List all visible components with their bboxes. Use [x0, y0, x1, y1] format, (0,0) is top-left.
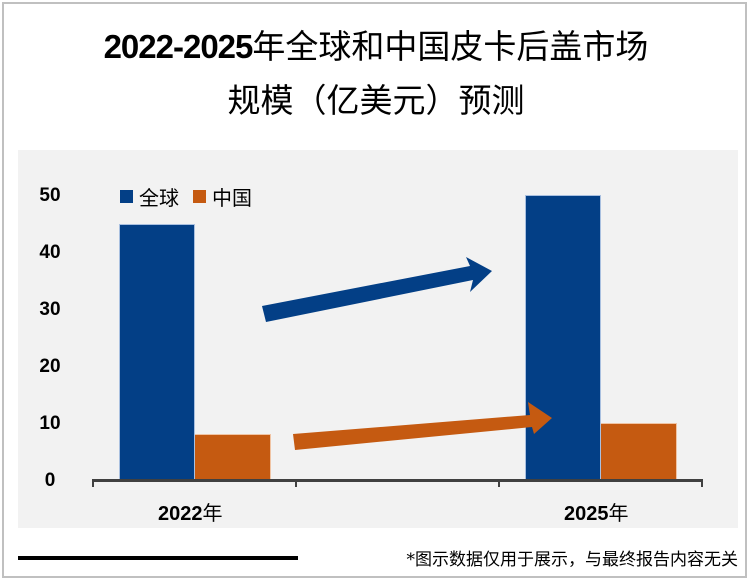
x-axis-tick — [498, 479, 500, 487]
global-growth-arrow-icon — [262, 257, 492, 322]
chart-title-line-1: 2022-2025年全球和中国皮卡后盖市场 — [0, 27, 752, 67]
bar-2022-china — [195, 434, 271, 480]
x-axis-tick — [701, 479, 703, 487]
bar-2022-global — [119, 224, 195, 480]
legend: 全球 中国 — [120, 182, 266, 211]
y-tick-10: 10 — [39, 413, 61, 434]
footer-divider — [18, 556, 298, 560]
y-tick-20: 20 — [39, 356, 61, 377]
bar-2025-global — [525, 195, 601, 480]
bar-2025-china — [601, 423, 677, 480]
x-label-2022: 2022年 — [158, 501, 223, 525]
china-growth-arrow-icon — [293, 402, 552, 450]
title-text: 年全球和中国皮卡后盖市场 — [252, 27, 649, 66]
x-axis — [93, 479, 703, 482]
legend-label-global: 全球 — [139, 186, 179, 210]
title-year-range: 2022-2025 — [103, 28, 254, 65]
chart-title-line-2: 规模（亿美元）预测 — [227, 81, 525, 120]
y-tick-50: 50 — [39, 185, 61, 206]
x-axis-tick — [295, 479, 297, 487]
legend-swatch-global — [120, 190, 133, 203]
footer-disclaimer: *图示数据仅用于展示，与最终报告内容无关 — [406, 550, 739, 570]
legend-label-china: 中国 — [212, 186, 252, 210]
x-label-2025: 2025年 — [564, 501, 629, 525]
legend-item-china: 中国 — [193, 182, 252, 211]
legend-swatch-china — [193, 190, 206, 203]
x-axis-tick — [92, 479, 94, 487]
y-tick-0: 0 — [44, 470, 56, 491]
y-tick-40: 40 — [39, 242, 61, 263]
legend-item-global: 全球 — [120, 182, 179, 211]
y-tick-30: 30 — [39, 299, 61, 320]
